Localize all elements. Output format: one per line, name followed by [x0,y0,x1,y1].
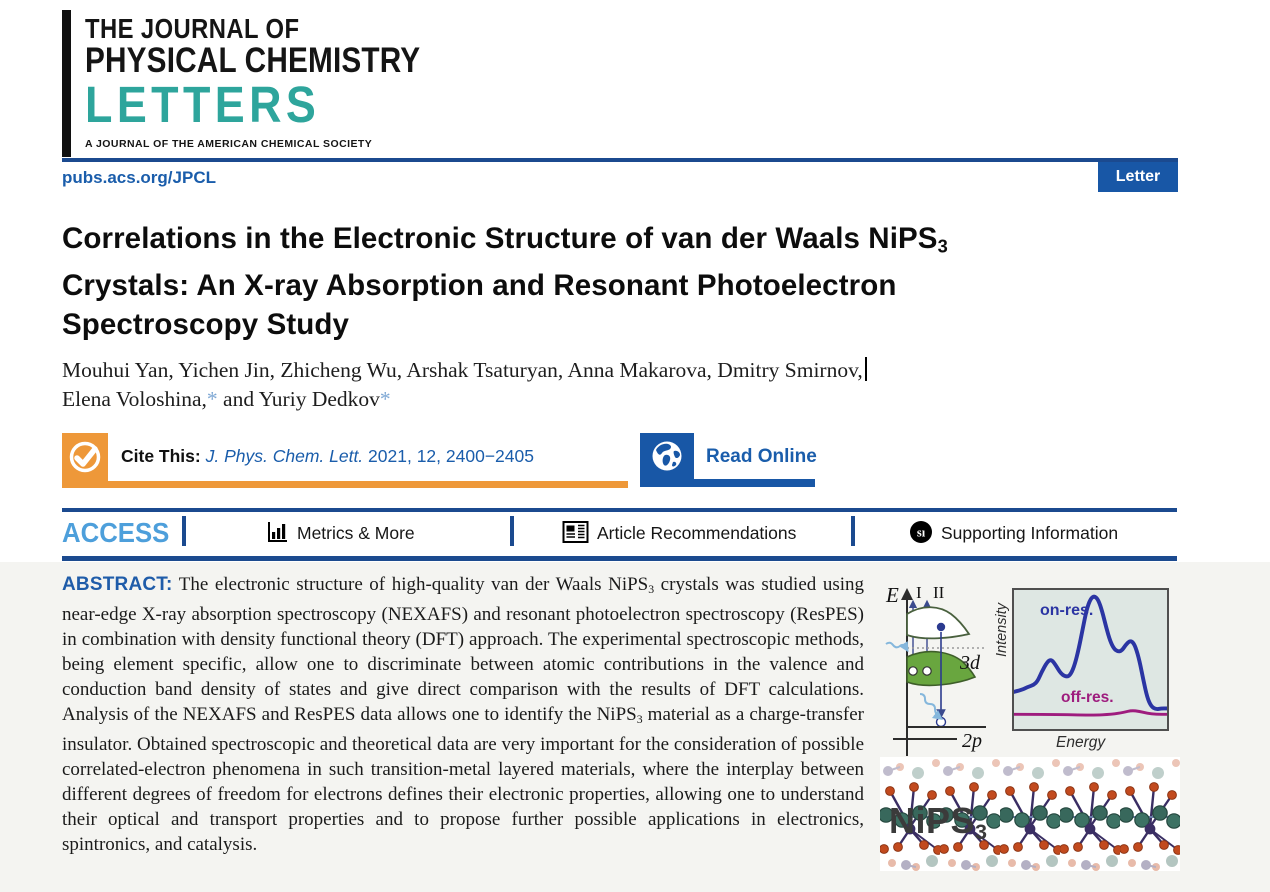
access-link[interactable]: ACCESS [62,517,170,548]
photon-wavy-arrow [919,693,943,721]
read-online-button[interactable] [640,433,694,479]
conduction-band [906,606,971,640]
core-hole-dot [935,716,947,728]
metrics-and-more-link[interactable]: Metrics & More [297,523,415,543]
masthead-rule [62,158,1178,162]
journal-name-line1: THE JOURNAL OF [85,13,300,44]
core-2p-label: 2p [962,730,982,752]
plot-x-axis-label: Energy [1056,734,1106,751]
on-resonance-curve [1012,594,1169,712]
diagram-arrow2-label: II [933,583,945,602]
crystal-structure-image [880,757,1180,871]
separator [851,516,855,546]
article-icon [562,520,589,549]
off-resonance-curve [1012,709,1169,717]
journal-url-link[interactable]: pubs.acs.org/JPCL [62,168,216,187]
authors-line1: Mouhui Yan, Yichen Jin, Zhicheng Wu, Ars… [62,357,867,382]
journal-tagline: A JOURNAL OF THE AMERICAN CHEMICAL SOCIE… [85,138,373,150]
cite-underline [62,481,628,488]
cite-this-button[interactable] [62,433,108,481]
author-list: Mouhui Yan, Yichen Jin, Zhicheng Wu, Ars… [62,356,1102,413]
diagram-arrow1-label: I [916,583,922,602]
energy-level-diagram: E I II 3d 2p [885,583,986,756]
si-circle-icon: sı [909,520,933,549]
journal-name-letters: LETTERS [85,76,321,133]
globe-icon [652,441,682,471]
on-res-label: on-res. [1040,602,1094,619]
diagram-axis-label: E [885,583,899,607]
access-rule-bottom [62,556,1177,561]
hole-dot [908,666,918,676]
article-title: Correlations in the Electronic Structure… [62,222,948,341]
off-res-label: off-res. [1061,689,1114,706]
article-recommendations-link[interactable]: Article Recommendations [597,523,797,543]
authors-line2: Elena Voloshina,* and Yuriy Dedkov* [62,386,391,411]
citation-reference[interactable]: J. Phys. Chem. Lett. 2021, 12, 2400−2405 [205,446,534,466]
supporting-information-link[interactable]: Supporting Information [941,523,1119,543]
access-rule-top [62,508,1177,512]
photon-wavy-arrow [885,641,909,653]
citation-text: Cite This: J. Phys. Chem. Lett. 2021, 12… [121,446,534,467]
bar-chart-icon [265,520,289,549]
abstract-text: ABSTRACT: The electronic structure of hi… [62,574,864,855]
read-online-underline [640,479,815,487]
electron-dot [936,622,946,632]
check-circle-icon [69,441,101,473]
cite-label: Cite This: [121,446,201,466]
crystal-formula-label: NiPS3 [889,800,988,845]
plot-y-axis-label: Intensity [994,603,1010,657]
separator [510,516,514,546]
journal-name-line2: PHYSICAL CHEMISTRY [85,41,421,80]
article-type-badge: Letter [1098,162,1178,192]
band-3d-label: 3d [959,652,981,674]
spectra-plot [1012,588,1169,731]
hole-dot [922,666,932,676]
separator [182,516,186,546]
logo-accent-bar [62,10,71,157]
read-online-label[interactable]: Read Online [706,446,817,467]
svg-text:sı: sı [917,526,926,540]
